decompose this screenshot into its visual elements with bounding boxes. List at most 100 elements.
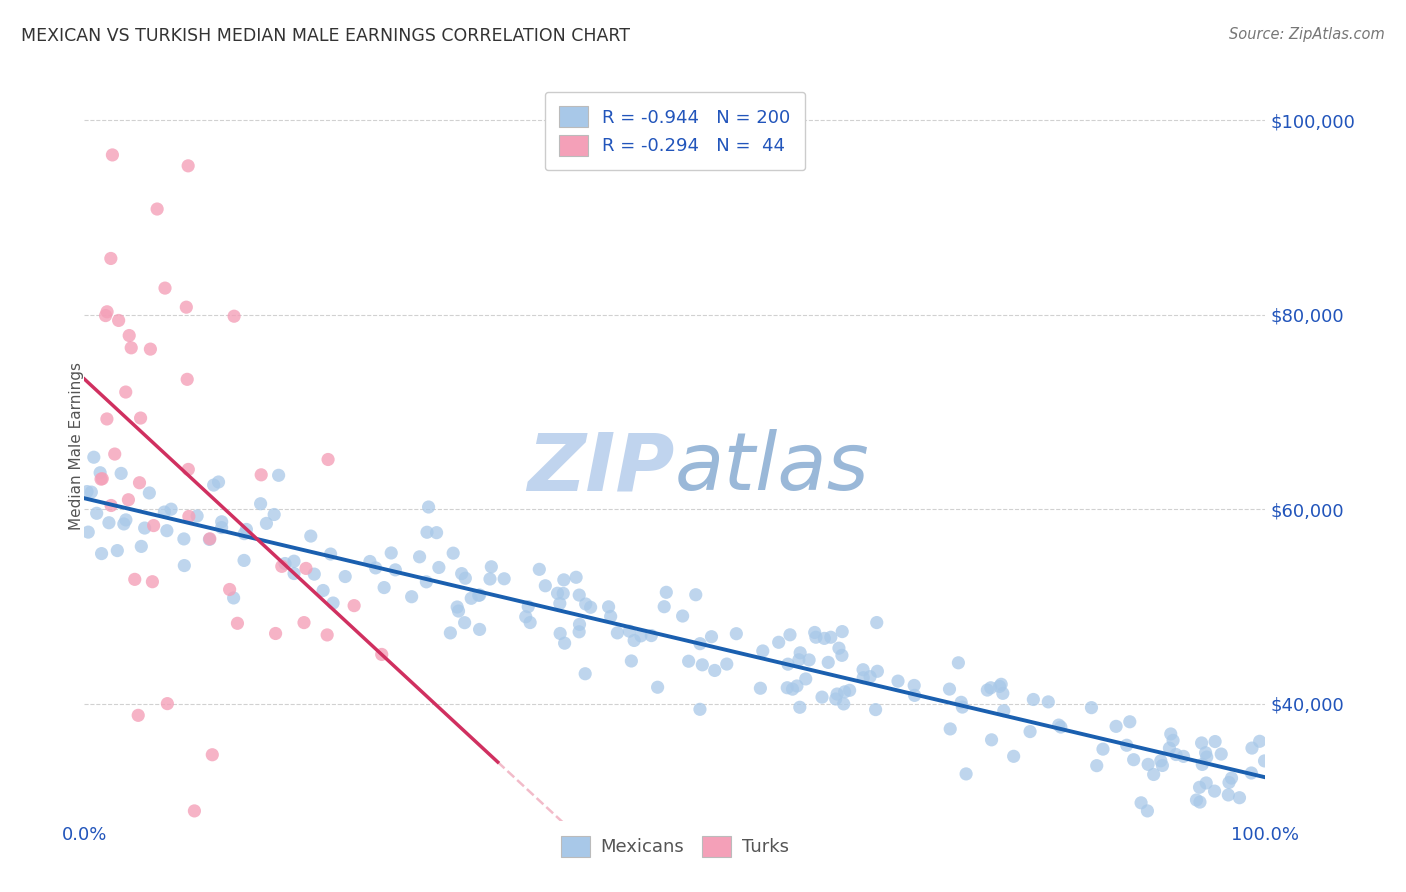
Text: MEXICAN VS TURKISH MEDIAN MALE EARNINGS CORRELATION CHART: MEXICAN VS TURKISH MEDIAN MALE EARNINGS … bbox=[21, 27, 630, 45]
Point bbox=[787, 653, 810, 667]
Point bbox=[579, 600, 602, 615]
Point bbox=[211, 515, 233, 529]
Point bbox=[689, 637, 711, 651]
Point bbox=[553, 573, 575, 587]
Point bbox=[494, 572, 516, 586]
Point bbox=[274, 557, 297, 571]
Point bbox=[249, 497, 271, 511]
Point bbox=[198, 533, 221, 547]
Point bbox=[988, 680, 1011, 694]
Point bbox=[547, 586, 569, 600]
Point bbox=[619, 624, 641, 639]
Point bbox=[1211, 747, 1233, 761]
Point bbox=[299, 529, 322, 543]
Point bbox=[1240, 766, 1263, 780]
Point bbox=[976, 683, 998, 698]
Point bbox=[1080, 700, 1102, 714]
Point bbox=[789, 700, 811, 714]
Point bbox=[295, 561, 318, 575]
Point bbox=[319, 547, 342, 561]
Point bbox=[1249, 734, 1271, 748]
Point bbox=[138, 486, 160, 500]
Point bbox=[264, 626, 287, 640]
Point bbox=[554, 636, 576, 650]
Point bbox=[91, 472, 114, 486]
Point bbox=[811, 690, 834, 705]
Point bbox=[568, 588, 591, 602]
Point bbox=[76, 484, 98, 499]
Point bbox=[725, 626, 748, 640]
Point bbox=[283, 554, 305, 568]
Point bbox=[1105, 719, 1128, 733]
Point bbox=[416, 525, 439, 540]
Point bbox=[548, 597, 571, 611]
Point bbox=[866, 665, 889, 679]
Point bbox=[993, 704, 1015, 718]
Point bbox=[1240, 741, 1263, 756]
Point bbox=[859, 670, 882, 684]
Point bbox=[110, 467, 132, 481]
Point bbox=[904, 689, 927, 703]
Point bbox=[548, 626, 571, 640]
Point bbox=[1019, 724, 1042, 739]
Point bbox=[312, 583, 335, 598]
Point bbox=[553, 586, 575, 600]
Point bbox=[134, 521, 156, 535]
Point bbox=[101, 148, 124, 162]
Point bbox=[408, 549, 430, 564]
Point bbox=[832, 697, 855, 711]
Point bbox=[834, 685, 856, 699]
Point bbox=[568, 624, 591, 639]
Text: ZIP: ZIP bbox=[527, 429, 675, 508]
Point bbox=[1091, 742, 1114, 756]
Point bbox=[267, 468, 290, 483]
Point bbox=[426, 525, 449, 540]
Point bbox=[370, 648, 392, 662]
Point bbox=[415, 574, 437, 589]
Point bbox=[446, 600, 468, 615]
Point bbox=[703, 664, 725, 678]
Point bbox=[114, 385, 136, 400]
Point bbox=[1143, 767, 1166, 781]
Point bbox=[831, 624, 853, 639]
Point bbox=[222, 591, 245, 605]
Point bbox=[776, 657, 799, 672]
Point bbox=[77, 525, 100, 540]
Point bbox=[183, 804, 205, 818]
Point bbox=[100, 499, 122, 513]
Y-axis label: Median Male Earnings: Median Male Earnings bbox=[69, 362, 83, 530]
Point bbox=[1130, 796, 1153, 810]
Point bbox=[380, 546, 402, 560]
Point bbox=[1119, 714, 1142, 729]
Point bbox=[176, 300, 198, 314]
Point bbox=[112, 516, 135, 531]
Point bbox=[146, 202, 169, 216]
Point bbox=[1195, 776, 1218, 790]
Point bbox=[980, 681, 1002, 695]
Point bbox=[1160, 727, 1182, 741]
Point bbox=[120, 341, 142, 355]
Point bbox=[90, 547, 112, 561]
Point bbox=[173, 558, 195, 573]
Point bbox=[803, 625, 825, 640]
Point bbox=[270, 559, 292, 574]
Point bbox=[1122, 753, 1144, 767]
Point bbox=[623, 633, 645, 648]
Point bbox=[96, 412, 118, 426]
Point bbox=[1204, 734, 1226, 748]
Point bbox=[534, 579, 557, 593]
Point bbox=[990, 677, 1012, 691]
Point bbox=[1194, 746, 1216, 760]
Point bbox=[749, 681, 772, 696]
Point bbox=[235, 523, 257, 537]
Point bbox=[1195, 750, 1218, 764]
Point bbox=[1218, 775, 1240, 789]
Point bbox=[852, 663, 875, 677]
Point bbox=[1204, 784, 1226, 798]
Point bbox=[630, 629, 652, 643]
Point bbox=[153, 281, 176, 295]
Point bbox=[139, 342, 162, 356]
Point bbox=[1161, 733, 1184, 747]
Point bbox=[447, 604, 470, 618]
Point bbox=[96, 305, 118, 319]
